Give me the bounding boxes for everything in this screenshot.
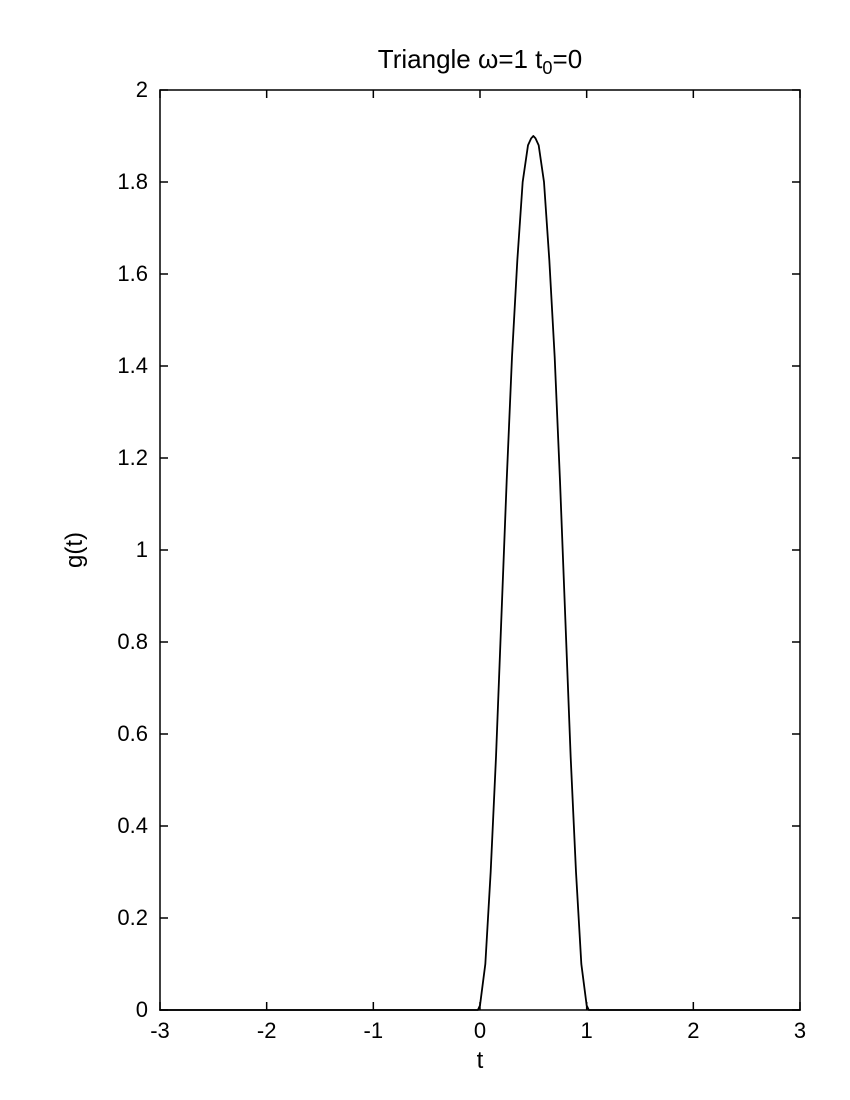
y-tick-label: 0 <box>136 997 148 1022</box>
y-tick-label: 1 <box>136 537 148 562</box>
y-tick-label: 1.8 <box>117 169 148 194</box>
y-tick-label: 1.4 <box>117 353 148 378</box>
x-tick-label: -3 <box>150 1018 170 1043</box>
chart-container: -3 -2 -1 0 1 2 3 0 0.2 0.4 0.6 0.8 1 1.2 1.4 1.6 1.8 2 t g(… <box>0 0 850 1100</box>
y-tick-label: 1.2 <box>117 445 148 470</box>
y-tick-label: 1.6 <box>117 261 148 286</box>
x-tick-label: 1 <box>581 1018 593 1043</box>
data-series-line <box>160 136 800 1010</box>
plot-box <box>160 90 800 1010</box>
triangle-chart: -3 -2 -1 0 1 2 3 0 0.2 0.4 0.6 0.8 1 1.2 1.4 1.6 1.8 2 t g(… <box>0 0 850 1100</box>
x-tick-label: -1 <box>364 1018 384 1043</box>
y-tick-label: 0.4 <box>117 813 148 838</box>
x-tick-label: 3 <box>794 1018 806 1043</box>
y-axis-label: g(t) <box>61 532 88 568</box>
x-tick-label: 2 <box>687 1018 699 1043</box>
y-tick-label: 0.2 <box>117 905 148 930</box>
y-tick-label: 0.6 <box>117 721 148 746</box>
x-tick-label: 0 <box>474 1018 486 1043</box>
y-tick-label: 0.8 <box>117 629 148 654</box>
y-tick-label: 2 <box>136 77 148 102</box>
x-axis-label: t <box>477 1047 484 1074</box>
x-tick-label: -2 <box>257 1018 277 1043</box>
chart-title: Triangle ω=1 t0=0 <box>378 44 582 78</box>
